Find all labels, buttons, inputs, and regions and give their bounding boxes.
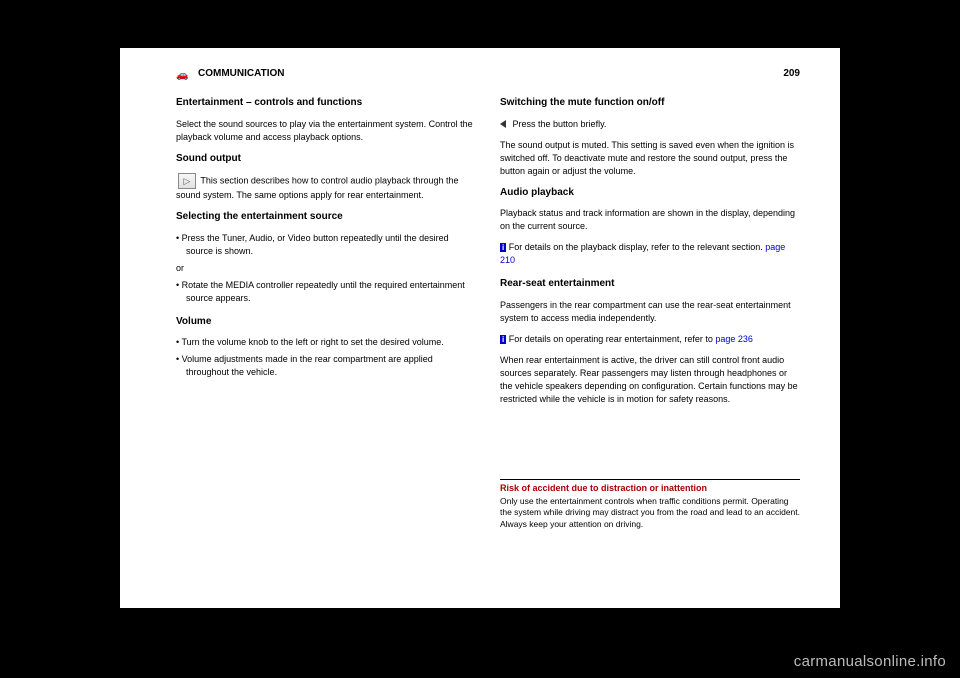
paragraph: When rear entertainment is active, the d…	[500, 354, 800, 406]
right-column: Switching the mute function on/off Press…	[500, 96, 800, 414]
section-heading: Selecting the entertainment source	[176, 210, 476, 224]
nav-arrow-icon	[500, 120, 506, 128]
page-link[interactable]: page 236	[715, 334, 753, 344]
paragraph: The sound output is muted. This setting …	[500, 139, 800, 178]
watermark: carmanualsonline.info	[794, 653, 946, 670]
left-column: Entertainment – controls and functions S…	[176, 96, 476, 384]
paragraph: ▷ This section describes how to control …	[176, 173, 476, 202]
bullet-item: • Rotate the MEDIA controller repeatedly…	[176, 279, 476, 305]
cross-reference: i For details on operating rear entertai…	[500, 333, 800, 346]
warning-box: Risk of accident due to distraction or i…	[500, 479, 800, 530]
play-icon: ▷	[178, 173, 196, 189]
nav-text: Press the button briefly.	[513, 119, 607, 129]
info-icon: i	[500, 335, 506, 344]
nav-instruction: Press the button briefly.	[500, 118, 800, 131]
warning-text: Only use the entertainment controls when…	[500, 496, 800, 530]
paragraph-text: This section describes how to control au…	[176, 175, 459, 200]
ref-text: For details on the playback display, ref…	[509, 242, 763, 252]
bullet-item: • Volume adjustments made in the rear co…	[176, 353, 476, 379]
section-heading: Sound output	[176, 152, 476, 166]
paragraph: Passengers in the rear compartment can u…	[500, 299, 800, 325]
section-heading: Audio playback	[500, 186, 800, 200]
chapter-title: COMMUNICATION	[198, 68, 284, 79]
section-heading: Entertainment – controls and functions	[176, 96, 476, 110]
bullet-item: • Press the Tuner, Audio, or Video butto…	[176, 232, 476, 258]
warning-title: Risk of accident due to distraction or i…	[500, 483, 800, 493]
cross-reference: i For details on the playback display, r…	[500, 241, 800, 267]
ref-text: For details on operating rear entertainm…	[509, 334, 713, 344]
manual-page: 🚗 COMMUNICATION 209 Entertainment – cont…	[120, 48, 840, 608]
bullet-item: • Turn the volume knob to the left or ri…	[176, 336, 476, 349]
section-heading: Rear-seat entertainment	[500, 277, 800, 291]
paragraph: Select the sound sources to play via the…	[176, 118, 476, 144]
paragraph: Playback status and track information ar…	[500, 207, 800, 233]
info-icon: i	[500, 243, 506, 252]
bullet-item: or	[176, 262, 476, 275]
section-heading: Volume	[176, 315, 476, 329]
car-icon: 🚗	[176, 70, 188, 81]
section-heading: Switching the mute function on/off	[500, 96, 800, 110]
page-number: 209	[783, 68, 800, 79]
